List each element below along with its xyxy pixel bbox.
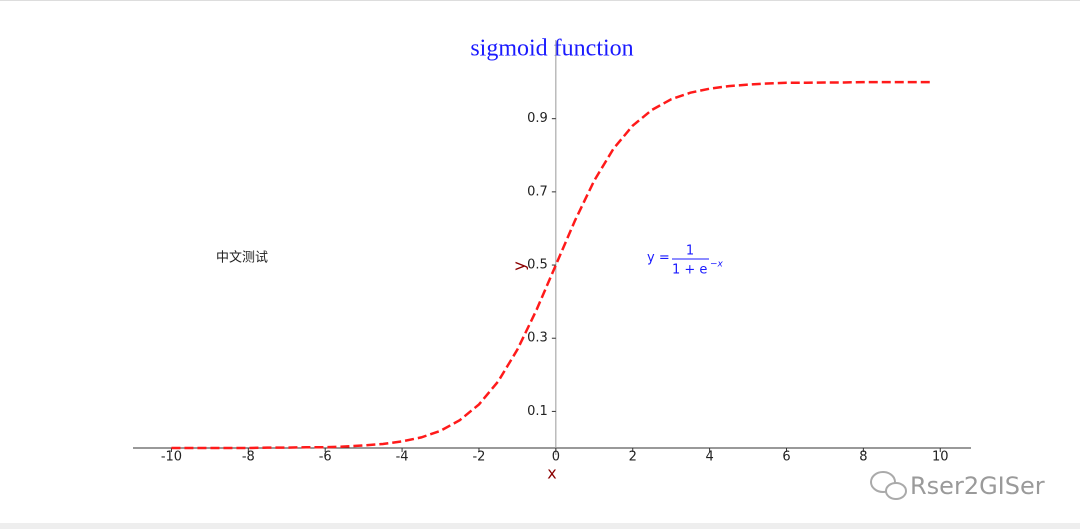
x-tick-label: -8: [242, 450, 255, 465]
x-tick-label: -4: [396, 450, 409, 465]
x-tick-label: 10: [932, 450, 949, 465]
watermark-icon: [870, 471, 896, 493]
y-tick-label: 0.1: [527, 404, 548, 419]
x-tick-label: 6: [782, 450, 790, 465]
x-tick-label: 8: [859, 450, 867, 465]
x-tick-label: -2: [472, 450, 485, 465]
watermark-text: Rser2GISer: [910, 472, 1045, 500]
annotation-note: 中文测试: [216, 251, 268, 266]
x-axis-label: x: [547, 464, 556, 483]
y-tick-label: 0.5: [527, 258, 548, 273]
formula-numerator: 1: [686, 244, 694, 259]
y-tick-label: 0.7: [527, 184, 548, 199]
chart-title: sigmoid function: [470, 36, 633, 62]
y-tick-label: 0.9: [527, 111, 548, 126]
watermark: Rser2GISer: [870, 471, 1045, 500]
sigmoid-line: [171, 80, 933, 450]
x-tick-label: -10: [161, 450, 182, 465]
bottom-bar: [0, 523, 1080, 529]
formula-lhs: y =: [647, 251, 670, 266]
y-tick-label: 0.3: [527, 331, 548, 346]
x-tick-label: 0: [552, 450, 560, 465]
x-tick-label: 4: [705, 450, 713, 465]
top-border: [0, 0, 1080, 1]
formula: y = 1 1 + e −x: [647, 244, 724, 278]
y-axis-label: y: [510, 261, 529, 270]
x-tick-label: -6: [319, 450, 332, 465]
formula-denominator: 1 + e: [672, 263, 707, 278]
formula-exponent: −x: [710, 260, 724, 270]
watermark-icon: [885, 482, 907, 500]
x-tick-label: 2: [629, 450, 637, 465]
